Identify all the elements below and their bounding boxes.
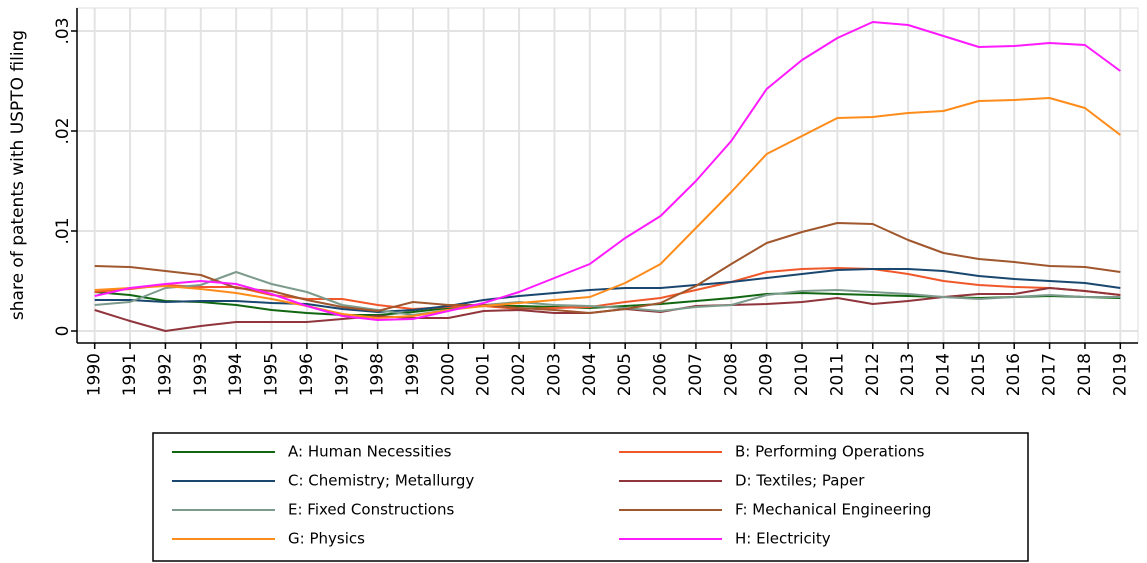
x-tick-label: 1998 xyxy=(368,353,388,396)
series-line xyxy=(94,222,1121,314)
y-tick-label: .03 xyxy=(53,17,73,44)
y-axis-label: share of patents with USPTO filing xyxy=(8,30,28,320)
x-tick-label: 1993 xyxy=(191,353,211,396)
series-line xyxy=(94,21,1121,321)
x-tick-label: 2000 xyxy=(438,353,458,396)
legend-label: H: Electricity xyxy=(735,530,831,548)
x-tick-label: 1990 xyxy=(85,353,105,396)
legend-label: C: Chemistry; Metallurgy xyxy=(288,472,474,490)
legend-label: D: Textiles; Paper xyxy=(735,472,865,490)
x-tick-label: 2004 xyxy=(580,353,600,396)
x-tick-label: 2005 xyxy=(615,353,635,396)
legend-label: F: Mechanical Engineering xyxy=(735,501,931,519)
x-tick-label: 2016 xyxy=(1004,353,1024,396)
legend-label: G: Physics xyxy=(288,530,365,548)
y-tick-label: .01 xyxy=(53,217,73,244)
x-tick-label: 2001 xyxy=(474,353,494,396)
x-tick-label: 2011 xyxy=(827,353,847,396)
series-line xyxy=(94,271,1121,316)
x-tick-label: 2009 xyxy=(757,353,777,396)
x-tick-label: 2012 xyxy=(863,353,883,396)
x-tick-label: 1996 xyxy=(297,353,317,396)
x-tick-label: 2014 xyxy=(933,353,953,396)
x-tick-label: 2018 xyxy=(1075,353,1095,396)
x-tick-label: 2003 xyxy=(544,353,564,396)
x-tick-label: 2006 xyxy=(651,353,671,396)
x-tick-label: 2010 xyxy=(792,353,812,396)
x-tick-label: 1991 xyxy=(120,353,140,396)
series-line xyxy=(94,267,1121,310)
x-tick-label: 1994 xyxy=(226,353,246,396)
x-tick-label: 1997 xyxy=(332,353,352,396)
x-tick-label: 2002 xyxy=(509,353,529,396)
y-tick-label: .02 xyxy=(53,117,73,144)
x-tick-label: 2007 xyxy=(686,353,706,396)
x-tick-label: 1999 xyxy=(403,353,423,396)
x-tick-label: 2008 xyxy=(721,353,741,396)
x-tick-label: 2019 xyxy=(1110,353,1130,396)
legend-label: E: Fixed Constructions xyxy=(288,501,454,519)
legend-label: A: Human Necessities xyxy=(288,443,452,461)
x-tick-label: 2017 xyxy=(1040,353,1060,396)
legend-box xyxy=(152,432,1029,562)
x-tick-label: 1992 xyxy=(155,353,175,396)
x-tick-label: 1995 xyxy=(262,353,282,396)
x-tick-label: 2015 xyxy=(969,353,989,396)
y-tick-label: 0 xyxy=(53,326,73,337)
series-line xyxy=(94,97,1121,319)
legend-label: B: Performing Operations xyxy=(735,443,925,461)
x-tick-label: 2013 xyxy=(898,353,918,396)
